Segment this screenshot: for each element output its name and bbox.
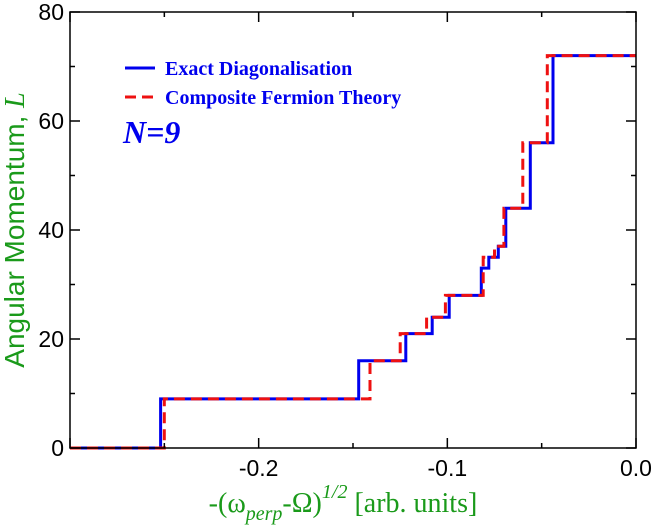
x-axis-label-sup: 1/2 [322,481,348,503]
x-tick-label: -0.2 [239,455,279,481]
legend-label-composite-fermion-theory: Composite Fermion Theory [165,87,401,109]
series-line-composite-fermion-theory [70,54,636,450]
legend: Exact Diagonalisation Composite Fermion … [125,58,401,109]
y-tick-label: 0 [51,435,64,461]
x-tick-label: -0.1 [428,455,468,481]
x-axis-label-mid: -Ω) [282,488,321,519]
y-axis-label: Angular Momentum, L [0,92,31,367]
plot-frame [69,11,637,449]
y-tick-label: 20 [38,326,64,352]
annotation-n: N=9 [122,114,180,150]
x-axis-label-post: [arb. units] [347,488,477,519]
y-tick-label: 60 [38,108,64,134]
series-line-exact-diagonalisation [70,54,636,450]
x-tick-label: 0.0 [620,455,652,481]
x-axis-label: -(ωperp-Ω)1/2 [arb. units] [209,481,478,525]
y-tick-label: 80 [38,0,64,25]
y-axis-label-symbol: L [0,92,31,109]
legend-label-exact-diagonalisation: Exact Diagonalisation [165,58,352,80]
ticks-layer: 0 20 40 60 80 -0.2 -0.1 0.0 [38,0,652,481]
x-axis-label-pre: -(ω [209,488,246,519]
y-axis-label-text: Angular Momentum, [0,108,30,368]
series-layer [70,54,636,450]
x-axis-label-sub: perp [244,503,283,525]
y-tick-label: 40 [38,217,64,243]
